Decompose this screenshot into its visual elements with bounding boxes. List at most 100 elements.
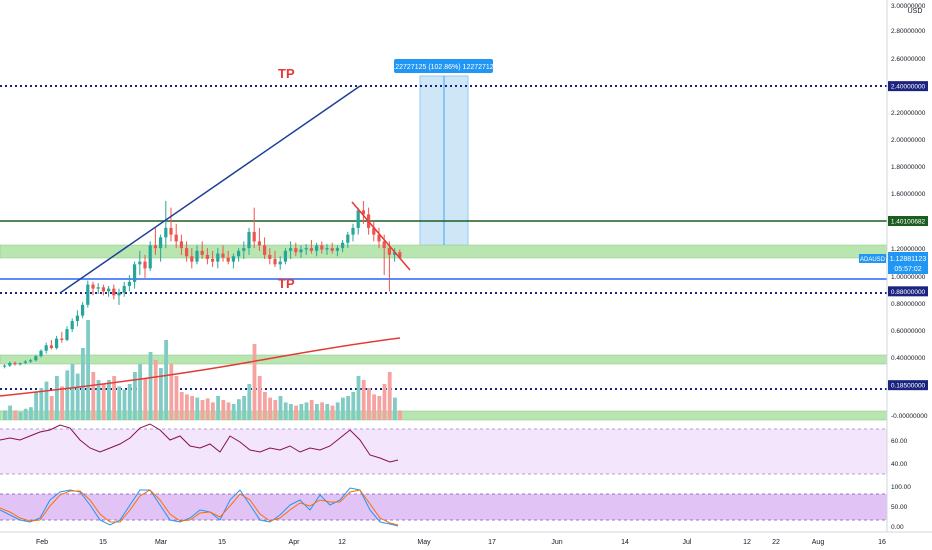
time-tick-label: 12 [338,539,346,546]
candle-body [273,258,277,265]
volume-bar [190,396,194,420]
candle-body [226,257,230,262]
volume-bar [221,400,226,420]
symbol-tag-bg [859,254,886,263]
volume-bar [49,396,54,420]
volume-bar [341,397,345,420]
volume-bar [351,392,356,420]
candle-body [309,248,313,251]
candle-body [23,361,27,363]
time-tick-label: May [417,539,431,546]
volume-bar [205,398,210,420]
rsi-tick-label: 40.00 [891,461,908,468]
candle-body [91,284,95,289]
moving-average-line [0,337,401,397]
volume-bar [143,378,148,420]
candle-body [138,261,142,265]
time-axis[interactable]: Feb 15 Mar 15 Apr 12 May 17 Jun 14 Jul 12 22 Aug 16 [0,531,932,546]
candle-body [205,254,209,259]
price-tick-label: 2.20000000 [891,110,926,117]
time-tick-label: Feb [36,539,48,546]
candle-body [55,338,59,349]
volume-bar [372,394,376,420]
volume-bar [148,352,153,420]
symbol-tag: ADAUSD [860,257,886,263]
volume-bar [377,396,382,420]
level-tag-label: 0.18500000 [891,383,926,390]
level-tag-bg [888,286,928,297]
candle-body [70,321,74,330]
candle-body [237,250,241,257]
price-tick-label: 1.60000000 [891,191,926,198]
candle-body [86,284,90,305]
volume-bar [387,372,392,420]
candle-body [96,287,100,289]
volume-bar [294,405,298,420]
volume-bar [315,404,319,420]
price-tick-label: 1.80000000 [891,164,926,171]
candle-body [242,248,246,251]
volume-bar [101,384,106,420]
time-tick-label: Aug [812,539,825,546]
candle-body [122,285,126,293]
volume-bar [86,320,90,420]
candle-body [153,245,157,249]
candle-body [382,241,386,249]
level-tag-label: 0.88000000 [891,289,926,296]
volume-bar [29,407,33,420]
volume-bar [91,372,96,420]
volume-bar [242,396,246,420]
volume-bar [330,405,335,420]
price-tick-label: 2.00000000 [891,137,926,144]
candle-body [164,227,168,238]
candle-body [247,231,251,249]
candle-body [13,362,17,365]
volume-bar [237,399,241,420]
candle-body [107,288,111,292]
candle-body [231,256,235,262]
time-tick-label: 22 [772,539,780,546]
candle-body [169,227,173,235]
level-tag-bg [888,81,928,92]
time-tick-label: 14 [621,539,629,546]
price-tick-label: 3.00000000 [891,3,926,10]
volume-bar [211,402,215,420]
candle-body [148,245,152,269]
rising-trend-line[interactable] [59,85,361,294]
current-price-value: 1.12881123 [890,256,927,263]
price-tick-label: -0.00000000 [891,413,928,420]
volume-bar [278,396,283,420]
candle-body [289,248,293,251]
volume-bar [257,376,262,420]
volume-bar [3,410,7,420]
volume-bar [174,376,179,420]
candle-body [315,245,319,251]
candle-body [143,261,147,269]
candle-body [299,249,303,253]
tp-annotation-lower: TP [278,276,295,291]
volume-bar [164,340,168,420]
volume-bar [138,364,142,420]
candle-body [179,241,183,249]
volume-bar [8,405,12,420]
volume-bar [320,402,324,420]
price-axis[interactable]: USD 3.00000000 2.80000000 2.60000000 2.2000… [859,0,928,532]
candle-body [356,210,360,228]
candle-body [211,258,215,262]
volume-bar [367,388,371,420]
time-tick-label: 16 [878,539,886,546]
candle-body [60,338,64,340]
candle-body [133,264,137,282]
stoch-tick-label: 0.00 [891,524,904,531]
support-zone-upper [0,244,888,259]
candle-body [330,248,334,251]
candle-body [216,253,220,262]
volume-bar [81,348,85,420]
candle-body [304,248,308,250]
candle-body [325,248,329,250]
volume-bar [112,376,116,420]
falling-trend-line[interactable] [351,201,411,271]
volume-bar [304,402,309,420]
candle-body [117,292,121,296]
